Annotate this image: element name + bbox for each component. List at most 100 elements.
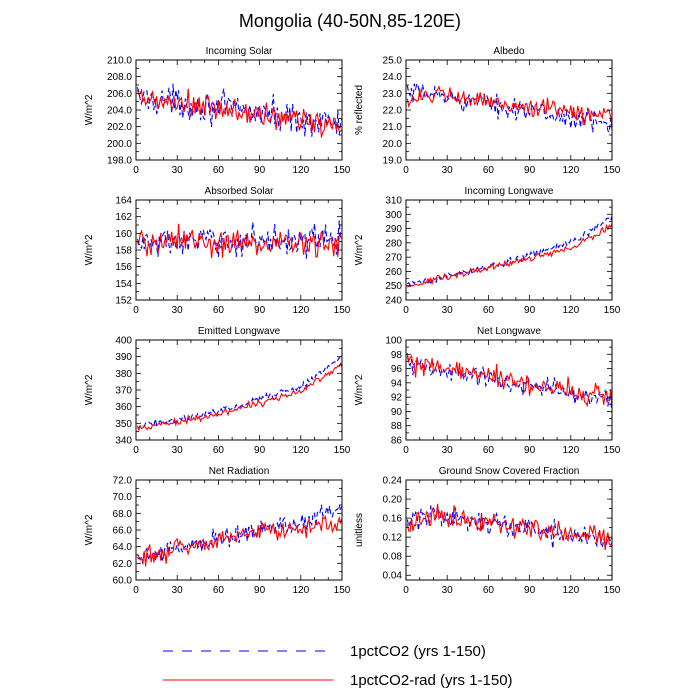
- series-line-1: [136, 83, 342, 137]
- y-tick-label: 0.12: [383, 533, 403, 544]
- y-tick-label: 202.0: [107, 122, 132, 133]
- panel-title: Incoming Solar: [206, 46, 273, 57]
- plot-frame: [135, 59, 343, 161]
- x-tick-label: 90: [254, 585, 266, 596]
- y-tick-label: 100: [385, 336, 402, 347]
- panel-2: 0 30 60 90 120 150 19.0 20.0 21.0 22.0 23.0 24.0 25.…: [354, 46, 621, 176]
- x-tick-label: 150: [334, 165, 351, 176]
- x-tick-label: 30: [172, 585, 184, 596]
- y-tick-label: 208.0: [107, 72, 132, 83]
- x-tick-label: 60: [483, 445, 495, 456]
- y-tick-label: 350: [115, 419, 132, 430]
- x-tick-label: 90: [524, 445, 536, 456]
- x-tick-label: 30: [442, 445, 454, 456]
- x-tick-label: 60: [483, 305, 495, 316]
- y-tick-label: 158: [115, 246, 132, 257]
- plot-frame: [135, 199, 343, 301]
- y-tick-label: 164: [115, 196, 132, 207]
- panel-title: Net Longwave: [477, 326, 541, 337]
- x-tick-label: 0: [133, 445, 139, 456]
- y-tick-label: 204.0: [107, 106, 132, 117]
- x-tick-label: 120: [292, 305, 309, 316]
- y-tick-label: 60.0: [113, 576, 133, 587]
- y-tick-label: 162: [115, 212, 132, 223]
- y-tick-label: 21.0: [383, 122, 403, 133]
- x-tick-label: 150: [334, 585, 351, 596]
- y-tick-label: 198.0: [107, 156, 132, 167]
- plot-frame: [405, 479, 613, 581]
- y-tick-label: 92: [391, 393, 403, 404]
- panel-6: 0 30 60 90 120 150 86 88 90 92 94 96 98 100 Net Longwa…: [354, 326, 621, 456]
- panel-3: 0 30 60 90 120 150 152 154 156 158 160 162 164 Absorb…: [84, 186, 351, 316]
- y-tick-label: 66.0: [113, 526, 133, 537]
- x-tick-label: 60: [213, 305, 225, 316]
- x-tick-label: 120: [562, 305, 579, 316]
- series-line-1: [406, 81, 612, 134]
- y-axis-label: % reflected: [354, 85, 365, 135]
- x-tick-label: 120: [562, 445, 579, 456]
- x-tick-label: 30: [442, 305, 454, 316]
- panel-7: 0 30 60 90 120 150 60.0 62.0 64.0 66.0 68.0 70.0 72.…: [84, 466, 351, 596]
- y-tick-label: 98: [391, 350, 403, 361]
- legend: 1pctCO2 (yrs 1-150) 1pctCO2-rad (yrs 1-15…: [163, 643, 513, 689]
- y-tick-label: 72.0: [113, 476, 133, 487]
- y-tick-label: 160: [115, 229, 132, 240]
- y-tick-label: 310: [385, 196, 402, 207]
- x-tick-label: 30: [442, 165, 454, 176]
- series-line-2: [136, 88, 342, 138]
- series-line-2: [136, 223, 342, 259]
- x-tick-label: 90: [254, 305, 266, 316]
- y-tick-label: 270: [385, 253, 402, 264]
- y-tick-label: 206.0: [107, 89, 132, 100]
- series-line-2: [406, 503, 612, 551]
- y-tick-label: 260: [385, 267, 402, 278]
- x-tick-label: 30: [172, 305, 184, 316]
- y-tick-label: 0.20: [383, 495, 403, 506]
- legend-label-2: 1pctCO2-rad (yrs 1-150): [350, 672, 513, 689]
- panel-title: Net Radiation: [209, 466, 270, 477]
- y-tick-label: 23.0: [383, 89, 403, 100]
- x-tick-label: 0: [403, 445, 409, 456]
- y-tick-label: 25.0: [383, 56, 403, 67]
- y-axis-label: W/m^2: [84, 94, 95, 125]
- x-tick-label: 30: [172, 445, 184, 456]
- y-tick-label: 156: [115, 262, 132, 273]
- x-tick-label: 0: [403, 305, 409, 316]
- y-tick-label: 68.0: [113, 509, 133, 520]
- y-tick-label: 62.0: [113, 559, 133, 570]
- x-tick-label: 60: [483, 585, 495, 596]
- x-tick-label: 120: [292, 165, 309, 176]
- x-tick-label: 90: [254, 445, 266, 456]
- x-tick-label: 90: [254, 165, 266, 176]
- y-tick-label: 96: [391, 364, 403, 375]
- y-axis-label: W/m^2: [84, 514, 95, 545]
- legend-label-1: 1pctCO2 (yrs 1-150): [350, 643, 486, 660]
- panel-4: 0 30 60 90 120 150 240 250 260 270 280 290 300 310 Inc…: [354, 186, 621, 316]
- y-tick-label: 210.0: [107, 56, 132, 67]
- panel-title: Absorbed Solar: [205, 186, 275, 197]
- series-line-1: [137, 354, 342, 429]
- y-tick-label: 290: [385, 224, 402, 235]
- panel-8: 0 30 60 90 120 150 0.04 0.08 0.12 0.16 0.20 0.24 Gro…: [354, 466, 621, 596]
- x-tick-label: 150: [604, 165, 621, 176]
- x-tick-label: 30: [442, 585, 454, 596]
- x-tick-label: 60: [213, 165, 225, 176]
- y-tick-label: 250: [385, 281, 402, 292]
- panel-title: Ground Snow Covered Fraction: [439, 466, 580, 477]
- panel-1: 0 30 60 90 120 150 198.0 200.0 202.0 204.0 206.0 20…: [84, 46, 351, 176]
- y-tick-label: 94: [391, 378, 403, 389]
- panel-title: Albedo: [493, 46, 525, 57]
- x-tick-label: 150: [604, 305, 621, 316]
- y-axis-label: W/m^2: [84, 234, 95, 265]
- y-tick-label: 370: [115, 386, 132, 397]
- y-tick-label: 300: [385, 210, 402, 221]
- y-tick-label: 200.0: [107, 139, 132, 150]
- series-line-2: [136, 361, 342, 432]
- chart-panels: 0 30 60 90 120 150 198.0 200.0 202.0 204.0 206.0 20…: [84, 46, 621, 596]
- series-line-2: [407, 223, 612, 288]
- x-tick-label: 120: [292, 445, 309, 456]
- plot-frame: [405, 339, 613, 441]
- x-tick-label: 60: [483, 165, 495, 176]
- x-tick-label: 0: [403, 585, 409, 596]
